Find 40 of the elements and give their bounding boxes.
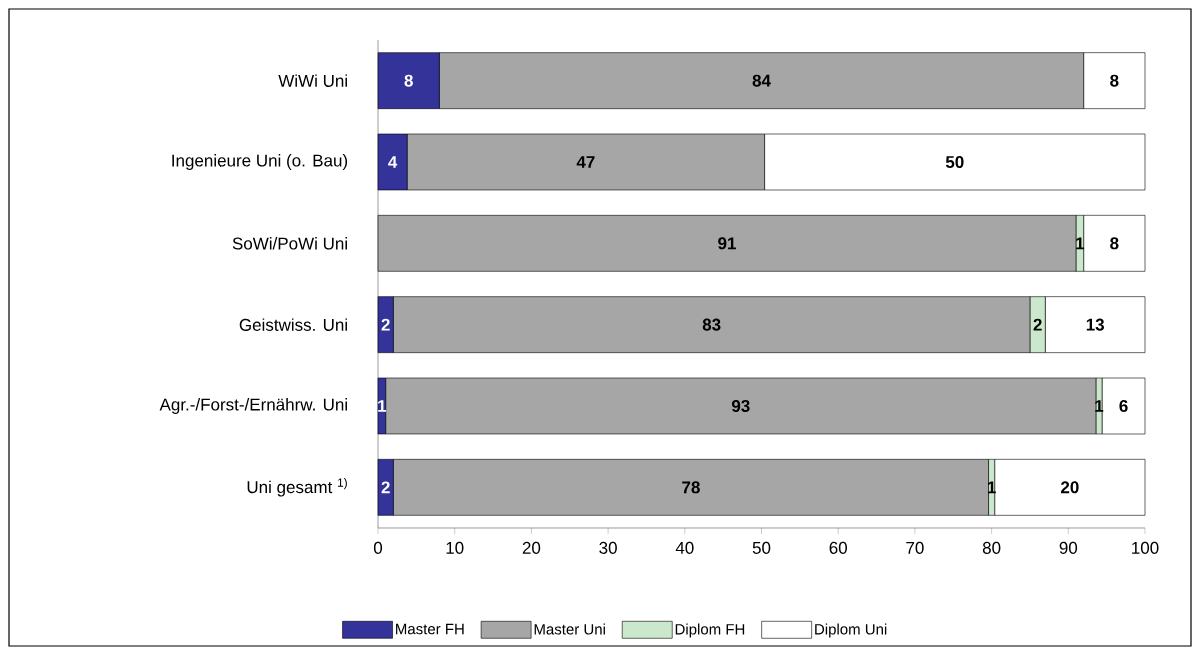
data-label: 6 bbox=[1119, 399, 1128, 413]
x-tick-label: 70 bbox=[906, 541, 924, 554]
data-label: 2 bbox=[1033, 318, 1042, 331]
x-tick-label: 30 bbox=[599, 541, 617, 554]
x-tick-label: 50 bbox=[752, 541, 771, 554]
data-label: 93 bbox=[731, 399, 750, 413]
x-tick-label: 60 bbox=[829, 541, 847, 554]
data-label: 20 bbox=[1060, 481, 1079, 494]
y-tick-label: Geistwiss. Uni bbox=[239, 318, 347, 331]
x-tick-label: 40 bbox=[675, 541, 694, 554]
x-tick-label: 80 bbox=[982, 541, 1001, 554]
data-label: 84 bbox=[752, 74, 771, 87]
y-tick-label: SoWi/PoWi Uni bbox=[232, 237, 347, 250]
data-label: 1 bbox=[378, 400, 387, 412]
data-label: 1 bbox=[1095, 400, 1104, 412]
legend-label: Diplom FH bbox=[675, 623, 745, 638]
y-tick-label: Uni gesamt $^{1)}$ bbox=[247, 478, 347, 497]
x-tick-label: 0 bbox=[373, 541, 383, 554]
data-label: 13 bbox=[1086, 318, 1104, 331]
data-label: 2 bbox=[381, 318, 390, 331]
data-label: 83 bbox=[702, 318, 721, 331]
legend-label: Master FH bbox=[396, 623, 464, 635]
data-label: 8 bbox=[1110, 237, 1119, 250]
data-label: 50 bbox=[945, 155, 964, 169]
y-tick-label: WiWi Uni bbox=[278, 74, 347, 87]
legend-label: Diplom Uni bbox=[815, 623, 887, 638]
data-label: 8 bbox=[404, 74, 413, 87]
x-tick-label: 90 bbox=[1059, 541, 1078, 554]
legend-label: Master Uni bbox=[534, 623, 605, 635]
x-tick-label: 10 bbox=[446, 541, 464, 554]
data-label: 91 bbox=[718, 237, 736, 250]
x-tick-label: 20 bbox=[522, 541, 541, 554]
data-label: 4 bbox=[388, 156, 398, 168]
y-tick-label: Agr.-/Forst-/Ernährw. Uni bbox=[159, 398, 347, 414]
y-tick-label: Ingenieure Uni (o. Bau) bbox=[172, 154, 348, 170]
data-label: 47 bbox=[576, 156, 595, 168]
x-tick-label: 100 bbox=[1132, 541, 1159, 554]
data-label: 8 bbox=[1110, 74, 1119, 87]
data-label: 78 bbox=[682, 481, 700, 494]
data-label: 2 bbox=[381, 481, 390, 494]
